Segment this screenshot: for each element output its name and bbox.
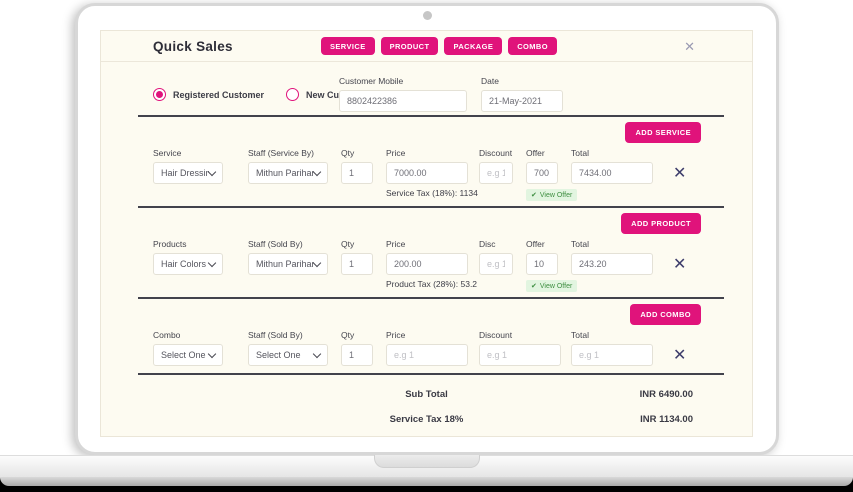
remove-service-icon[interactable]: ✕ — [667, 162, 689, 184]
product-qty-input[interactable] — [341, 253, 373, 275]
product-select-value: Hair Colors — [161, 259, 207, 269]
check-icon: ✔ — [531, 192, 537, 199]
view-offer-label: View Offer — [539, 282, 573, 290]
product-select[interactable]: Hair Colors — [153, 253, 223, 275]
laptop-base-lip — [0, 477, 853, 486]
product-staff-select[interactable]: Mithun Parihar — [248, 253, 328, 275]
combo-select[interactable]: Select One — [153, 344, 223, 366]
product-price-label: Price — [386, 239, 406, 249]
product-tax-note: Product Tax (28%): 53.2 — [386, 279, 478, 289]
chevron-down-icon — [207, 167, 217, 176]
product-staff-value: Mithun Parihar — [256, 259, 314, 269]
product-disc-label: Disc — [479, 239, 496, 249]
divider-summary-top — [138, 373, 724, 375]
combo-price-input[interactable] — [386, 344, 468, 366]
chevron-down-icon — [207, 349, 217, 358]
add-combo-button[interactable]: ADD COMBO — [630, 304, 701, 325]
customer-type-radios: Registered Customer New Customer — [153, 88, 369, 101]
view-offer-label: View Offer — [539, 191, 573, 199]
remove-combo-icon[interactable]: ✕ — [667, 344, 689, 366]
tab-bar: SERVICE PRODUCT PACKAGE COMBO — [321, 37, 557, 55]
radio-new-label: New Customer — [306, 89, 370, 100]
combo-discount-input[interactable] — [479, 344, 561, 366]
radio-registered-label: Registered Customer — [173, 89, 265, 100]
combo-qty-label: Qty — [341, 330, 355, 340]
camera-icon — [423, 11, 432, 20]
product-qty-label: Qty — [341, 239, 355, 249]
chevron-down-icon — [207, 258, 217, 267]
subtotal-label: Sub Total — [405, 389, 448, 400]
product-staff-label: Staff (Sold By) — [248, 239, 303, 249]
product-offer-label: Offer — [526, 239, 545, 249]
combo-qty-input[interactable] — [341, 344, 373, 366]
service-discount-input[interactable] — [479, 162, 513, 184]
service-staff-select[interactable]: Mithun Parihar — [248, 162, 328, 184]
quick-sales-panel: Quick Sales SERVICE PRODUCT PACKAGE COMB… — [100, 30, 753, 437]
product-disc-input[interactable] — [479, 253, 513, 275]
service-qty-label: Qty — [341, 148, 355, 158]
date-input[interactable] — [481, 90, 563, 112]
service-staff-label: Staff (Service By) — [248, 148, 314, 158]
combo-select-value: Select One — [161, 350, 206, 360]
combo-total-input[interactable] — [571, 344, 653, 366]
service-price-input[interactable] — [386, 162, 468, 184]
customer-mobile-input[interactable] — [339, 90, 467, 112]
subtotal-value: INR 6490.00 — [639, 389, 693, 400]
add-product-button[interactable]: ADD PRODUCT — [621, 213, 701, 234]
radio-registered-customer[interactable]: Registered Customer — [153, 88, 264, 101]
product-col-label: Products — [153, 239, 187, 249]
combo-staff-select[interactable]: Select One — [248, 344, 328, 366]
tab-combo[interactable]: COMBO — [508, 37, 557, 55]
service-total-input[interactable] — [571, 162, 653, 184]
chevron-down-icon — [312, 258, 322, 267]
close-icon[interactable]: ✕ — [678, 38, 701, 56]
service-tax-note: Service Tax (18%): 1134 — [386, 188, 478, 198]
combo-price-label: Price — [386, 330, 406, 340]
remove-product-icon[interactable]: ✕ — [667, 253, 689, 275]
check-icon: ✔ — [531, 283, 537, 290]
tab-package[interactable]: PACKAGE — [444, 37, 503, 55]
divider-combo-top — [138, 297, 724, 299]
radio-new-customer[interactable]: New Customer — [286, 88, 369, 101]
divider-service-top — [138, 115, 724, 117]
chevron-down-icon — [312, 349, 322, 358]
date-label: Date — [481, 76, 499, 86]
combo-discount-label: Discount — [479, 330, 513, 340]
add-service-button[interactable]: ADD SERVICE — [625, 122, 701, 143]
service-select[interactable]: Hair Dressing — [153, 162, 223, 184]
product-total-input[interactable] — [571, 253, 653, 275]
combo-staff-label: Staff (Sold By) — [248, 330, 303, 340]
combo-total-label: Total — [571, 330, 589, 340]
combo-staff-value: Select One — [256, 350, 301, 360]
service-tax-value: INR 1134.00 — [640, 414, 693, 425]
laptop-notch — [374, 455, 480, 468]
page-title: Quick Sales — [153, 39, 233, 54]
service-staff-value: Mithun Parihar — [256, 168, 314, 178]
customer-mobile-label: Customer Mobile — [339, 76, 404, 86]
service-qty-input[interactable] — [341, 162, 373, 184]
product-offer-input[interactable] — [526, 253, 558, 275]
service-select-value: Hair Dressing — [161, 168, 209, 178]
header-divider — [101, 61, 752, 62]
tab-service[interactable]: SERVICE — [321, 37, 375, 55]
radio-selected-icon — [153, 88, 166, 101]
service-col-label: Service — [153, 148, 182, 158]
service-offer-label: Offer — [526, 148, 545, 158]
divider-product-top — [138, 206, 724, 208]
service-discount-label: Discount — [479, 148, 513, 158]
radio-unselected-icon — [286, 88, 300, 101]
service-view-offer-badge[interactable]: ✔ View Offer — [526, 189, 578, 201]
product-view-offer-badge[interactable]: ✔ View Offer — [526, 280, 578, 292]
chevron-down-icon — [312, 167, 322, 176]
product-price-input[interactable] — [386, 253, 468, 275]
service-tax-label: Service Tax 18% — [389, 414, 464, 425]
combo-col-label: Combo — [153, 330, 181, 340]
service-offer-input[interactable] — [526, 162, 558, 184]
product-total-label: Total — [571, 239, 589, 249]
service-price-label: Price — [386, 148, 406, 158]
tab-product[interactable]: PRODUCT — [380, 37, 439, 55]
service-total-label: Total — [571, 148, 589, 158]
